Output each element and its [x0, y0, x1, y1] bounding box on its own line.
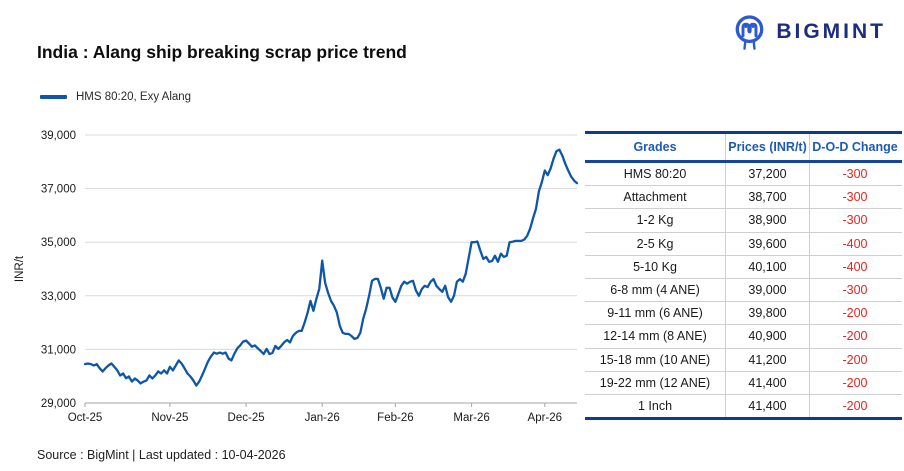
table-row: 5-10 Kg 40,100 -400 — [585, 254, 902, 278]
source-note: Source : BigMint | Last updated : 10-04-… — [37, 448, 286, 462]
change-cell: -300 — [809, 186, 900, 209]
grade-cell: 1 Inch — [637, 398, 673, 413]
grade-cell: Attachment — [623, 190, 687, 205]
brand-wordmark: BIGMINT — [776, 20, 886, 43]
svg-text:Nov-25: Nov-25 — [151, 412, 188, 424]
svg-text:Oct-25: Oct-25 — [68, 412, 103, 424]
bigmint-logo-icon — [731, 12, 768, 52]
change-cell: -400 — [809, 232, 900, 255]
svg-text:29,000: 29,000 — [41, 398, 76, 410]
change-cell: -300 — [809, 163, 900, 186]
change-cell: -400 — [809, 255, 900, 278]
svg-text:37,000: 37,000 — [41, 184, 76, 196]
price-cell: 40,100 — [725, 255, 809, 278]
legend-line-swatch — [40, 95, 67, 99]
header-grades: Grades — [633, 140, 677, 154]
grades-table-body: HMS 80:20 37,200 -300 Attachment 38,700 -300 1… — [585, 163, 902, 418]
price-cell: 38,900 — [725, 209, 809, 232]
grade-cell: 19-22 mm (12 ANE) — [599, 375, 711, 390]
price-cell: 39,000 — [725, 278, 809, 302]
price-cell: 39,800 — [725, 302, 809, 325]
grade-cell: 9-11 mm (6 ANE) — [607, 306, 703, 321]
legend-label: HMS 80:20, Exy Alang — [76, 91, 192, 103]
price-trend-chart: 29,000 31,000 33,000 35,000 37,000 39,000 Oct-… — [14, 130, 579, 424]
svg-text:39,000: 39,000 — [41, 130, 76, 142]
table-row: 1 Inch 41,400 -200 — [585, 393, 902, 418]
svg-text:Mar-26: Mar-26 — [453, 412, 489, 424]
price-cell: 39,600 — [725, 232, 809, 255]
table-row: 2-5 Kg 39,600 -400 — [585, 231, 902, 255]
price-cell: 38,700 — [725, 186, 809, 209]
price-cell: 41,200 — [725, 348, 809, 371]
change-cell: -200 — [809, 325, 900, 348]
table-row: 1-2 Kg 38,900 -300 — [585, 208, 902, 232]
change-cell: -300 — [809, 209, 900, 232]
svg-text:Apr-26: Apr-26 — [528, 412, 563, 424]
change-cell: -200 — [809, 394, 900, 418]
header-prices: Prices (INR/t) — [725, 134, 809, 160]
price-cell: 37,200 — [725, 163, 809, 186]
header-dod-change: D-O-D Change — [809, 134, 900, 160]
grade-cell: 5-10 Kg — [633, 259, 677, 274]
grade-cell: 1-2 Kg — [636, 213, 674, 228]
table-row: 6-8 mm (4 ANE) 39,000 -300 — [585, 277, 902, 302]
table-row: Attachment 38,700 -300 — [585, 185, 902, 209]
table-header-row: Grades Prices (INR/t) D-O-D Change — [585, 134, 902, 163]
svg-text:31,000: 31,000 — [41, 344, 76, 356]
price-cell: 41,400 — [725, 371, 809, 394]
table-row: 12-14 mm (8 ANE) 40,900 -200 — [585, 324, 902, 348]
svg-text:Feb-26: Feb-26 — [377, 412, 413, 424]
grade-cell: 6-8 mm (4 ANE) — [610, 283, 700, 298]
svg-text:Dec-25: Dec-25 — [228, 412, 265, 424]
table-row: 15-18 mm (10 ANE) 41,200 -200 — [585, 347, 902, 371]
change-cell: -200 — [809, 371, 900, 394]
grade-cell: 15-18 mm (10 ANE) — [599, 352, 711, 367]
svg-text:33,000: 33,000 — [41, 291, 76, 303]
grade-cell: 2-5 Kg — [636, 236, 674, 251]
svg-text:35,000: 35,000 — [41, 237, 76, 249]
svg-text:INR/t: INR/t — [14, 255, 26, 282]
page-title: India : Alang ship breaking scrap price … — [37, 42, 407, 62]
grade-cell: 12-14 mm (8 ANE) — [603, 329, 707, 344]
table-row: 9-11 mm (6 ANE) 39,800 -200 — [585, 301, 902, 325]
grades-table: Grades Prices (INR/t) D-O-D Change HMS 8… — [585, 131, 902, 421]
change-cell: -200 — [809, 348, 900, 371]
price-cell: 40,900 — [725, 325, 809, 348]
price-cell: 41,400 — [725, 394, 809, 418]
svg-text:Jan-26: Jan-26 — [305, 412, 340, 424]
change-cell: -300 — [809, 278, 900, 302]
table-row: HMS 80:20 37,200 -300 — [585, 163, 902, 186]
table-row: 19-22 mm (12 ANE) 41,400 -200 — [585, 370, 902, 394]
chart-legend: HMS 80:20, Exy Alang — [40, 91, 191, 103]
bigmint-logo: BIGMINT — [731, 12, 886, 52]
grade-cell: HMS 80:20 — [623, 167, 687, 182]
change-cell: -200 — [809, 302, 900, 325]
